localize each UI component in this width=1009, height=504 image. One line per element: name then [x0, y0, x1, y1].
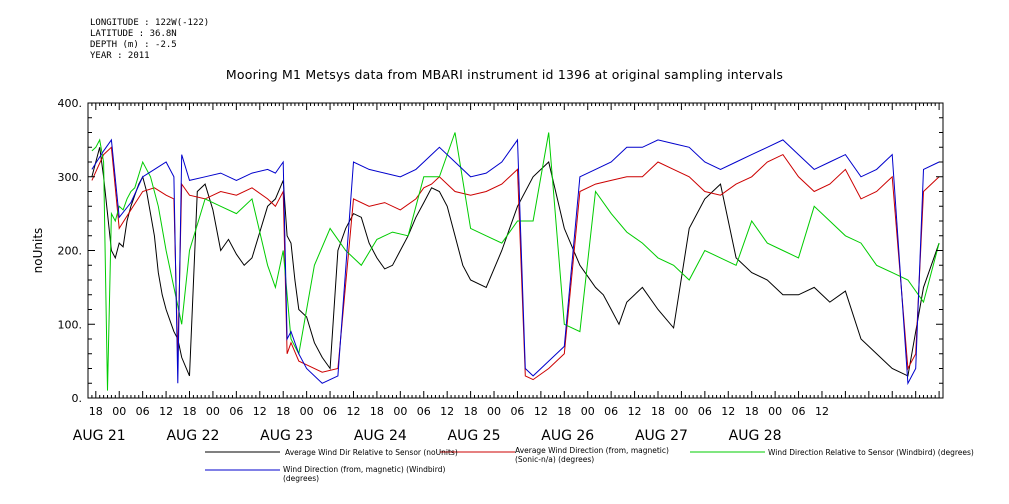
x-hour-label: 00	[300, 405, 314, 418]
x-hour-label: 06	[698, 405, 712, 418]
series-line-3	[91, 132, 940, 391]
series-line-2	[91, 146, 940, 381]
series-line-1	[91, 147, 940, 377]
x-day-label: AUG 21	[73, 428, 126, 444]
plot-lines	[91, 132, 940, 391]
x-day-label: AUG 23	[260, 428, 313, 444]
chart-title: Mooring M1 Metsys data from MBARI instru…	[225, 67, 784, 82]
x-day-label: AUG 27	[635, 428, 688, 444]
x-hour-label: 00	[393, 405, 407, 418]
x-hour-label: 12	[159, 405, 173, 418]
y-tick-label: 400.	[58, 97, 83, 110]
legend-entry-windbird-direction: Wind Direction (from, magnetic) (Windbir…	[283, 465, 446, 483]
depth-label: DEPTH (m) : -2.5	[90, 40, 177, 50]
x-hour-label: 18	[745, 405, 759, 418]
legend-entry-sonic-direction: Average Wind Direction (from, magnetic) …	[515, 446, 669, 464]
legend-entry-windbird-relative: Wind Direction Relative to Sensor (Windb…	[768, 448, 974, 457]
x-hour-label: 00	[206, 405, 220, 418]
x-hour-label: 18	[89, 405, 103, 418]
year-label: YEAR : 2011	[90, 51, 150, 61]
x-hour-label: 00	[487, 405, 501, 418]
x-hour-label: 18	[183, 405, 197, 418]
x-day-label: AUG 28	[729, 428, 782, 444]
x-hour-label: 06	[604, 405, 618, 418]
x-hour-label: 00	[768, 405, 782, 418]
series-line-4	[91, 138, 940, 386]
x-hour-label: 06	[510, 405, 524, 418]
legend-entry-relative-sensor: Average Wind Dir Relative to Sensor (noU…	[285, 448, 458, 457]
x-hour-label: 18	[557, 405, 571, 418]
x-hour-label: 06	[323, 405, 337, 418]
legend-samples	[205, 451, 765, 471]
x-hour-label: 12	[815, 405, 829, 418]
y-tick-label: 0.	[72, 392, 83, 405]
x-hour-label: 06	[229, 405, 243, 418]
x-hour-label: 06	[792, 405, 806, 418]
y-tick-label: 200.	[58, 245, 83, 258]
x-day-label: AUG 22	[166, 428, 219, 444]
x-day-label: AUG 24	[354, 428, 407, 444]
metadata-header: LONGITUDE : 122W(-122) LATITUDE : 36.8N …	[90, 18, 209, 62]
y-tick-label: 300.	[58, 171, 83, 184]
latitude-label: LATITUDE : 36.8N	[90, 29, 177, 39]
plot-frame	[87, 102, 944, 399]
x-day-label: AUG 25	[448, 428, 501, 444]
x-hour-label: 12	[440, 405, 454, 418]
x-hour-label: 06	[417, 405, 431, 418]
y-axis-label: noUnits	[31, 228, 45, 274]
x-hour-label: 12	[628, 405, 642, 418]
x-hour-label: 00	[112, 405, 126, 418]
x-hour-label: 12	[346, 405, 360, 418]
x-hour-label: 18	[464, 405, 478, 418]
x-hour-label: 12	[721, 405, 735, 418]
x-hour-label: 18	[651, 405, 665, 418]
x-hour-label: 18	[370, 405, 384, 418]
x-hour-label: 06	[136, 405, 150, 418]
y-tick-label: 100.	[58, 318, 83, 331]
x-hour-label: 00	[581, 405, 595, 418]
x-hour-label: 12	[534, 405, 548, 418]
longitude-label: LONGITUDE : 122W(-122)	[90, 18, 210, 28]
x-hour-label: 12	[253, 405, 267, 418]
axis-ticks: 0. 100. 200. 300. 400. 18 00 06 12 18 00 06 12 18 00 06…	[58, 97, 944, 444]
x-hour-label: 00	[674, 405, 688, 418]
x-day-label: AUG 26	[541, 428, 594, 444]
x-hour-label: 18	[276, 405, 290, 418]
